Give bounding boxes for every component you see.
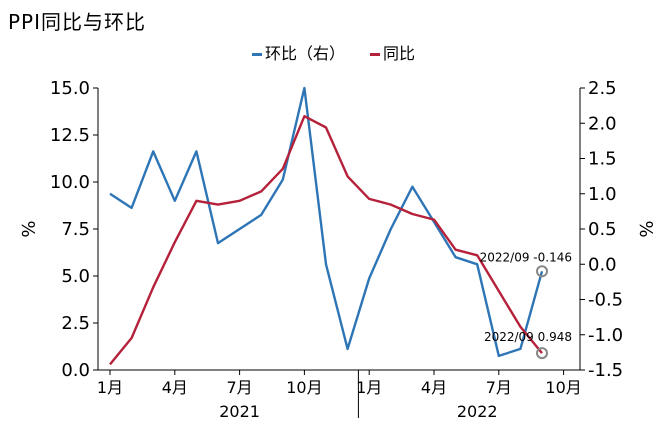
annotation-label-0: 2022/09 -0.146: [480, 250, 572, 264]
x-tick-label-0: 1月: [97, 378, 123, 397]
x-tick-label-4: 1月: [356, 378, 382, 397]
y-right-tick-label-3: 0.0: [588, 254, 617, 275]
y-axis-left-label: %: [17, 220, 38, 237]
legend-label-yoy: 同比: [383, 44, 416, 63]
annotation-marker-1: [536, 347, 548, 360]
y-left-tick-label-2: 5.0: [61, 266, 90, 287]
legend-swatch-yoy: [370, 53, 381, 56]
x-year-label-2022: 2022: [457, 402, 498, 421]
y-axis-right-label: %: [635, 220, 656, 237]
legend: 环比（右） 同比: [0, 40, 667, 64]
legend-item-mom: 环比（右）: [251, 40, 345, 64]
y-right-tick-label-2: -0.5: [588, 290, 623, 311]
y-right-tick-label-5: 1.0: [588, 184, 617, 205]
series-line-yoy: [109, 114, 543, 366]
legend-label-mom: 环比（右）: [264, 44, 345, 63]
annotation-marker-0: [536, 265, 548, 278]
y-left-tick-label-0: 0.0: [61, 360, 90, 381]
y-left-tick-label-6: 15.0: [50, 78, 90, 99]
chart-title: PPI同比与环比: [8, 10, 147, 34]
y-right-tick-label-0: -1.5: [588, 360, 623, 381]
y-right-tick-label-6: 1.5: [588, 149, 617, 170]
y-left-tick-label-4: 10.0: [50, 172, 90, 193]
x-tick-label-7: 10月: [545, 378, 581, 397]
legend-item-yoy: 同比: [370, 40, 415, 64]
y-right-tick-label-4: 0.5: [588, 219, 617, 240]
x-tick-label-2: 7月: [227, 378, 253, 397]
x-tick-label-3: 10月: [286, 378, 322, 397]
y-right-tick-label-7: 2.0: [588, 113, 617, 134]
x-tick-label-6: 7月: [486, 378, 512, 397]
x-tick-label-1: 4月: [162, 378, 188, 397]
y-left-tick-label-1: 2.5: [61, 313, 90, 334]
x-tick-label-5: 4月: [421, 378, 447, 397]
y-right-tick-label-8: 2.5: [588, 78, 617, 99]
legend-swatch-mom: [251, 53, 262, 56]
y-right-tick-label-1: -1.0: [588, 325, 623, 346]
x-year-label-2021: 2021: [219, 402, 260, 421]
series-line-mom: [109, 86, 544, 358]
y-left-tick-label-3: 7.5: [61, 219, 90, 240]
y-left-tick-label-5: 12.5: [50, 125, 90, 146]
annotation-label-1: 2022/09 0.948: [484, 330, 572, 344]
